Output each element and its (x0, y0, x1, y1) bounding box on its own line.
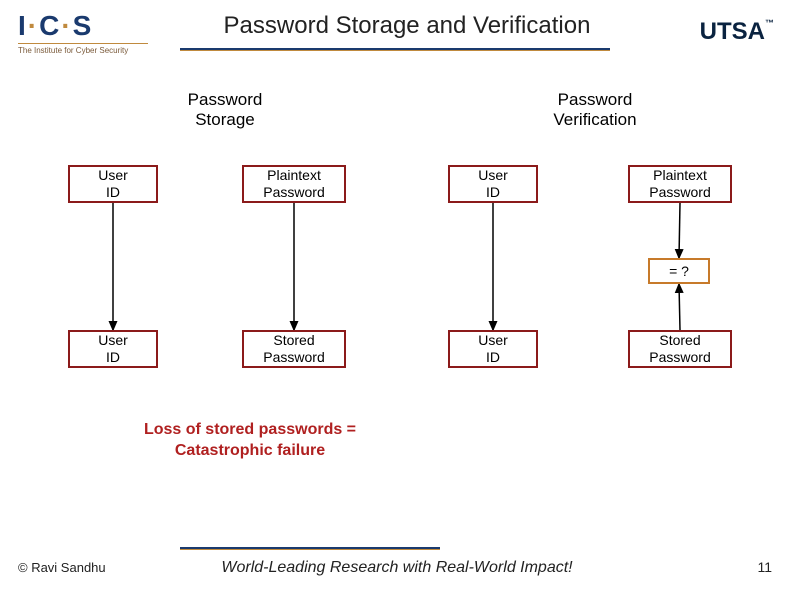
diagram-box: PlaintextPassword (242, 165, 346, 203)
diagram-box: StoredPassword (242, 330, 346, 368)
slide-title: Password Storage and Verification (180, 12, 634, 40)
slide-header: I·C·S The Institute for Cyber Security P… (0, 0, 794, 70)
ics-c: C (39, 10, 61, 41)
ics-dot1: · (28, 10, 39, 41)
footer-line (180, 547, 440, 550)
ics-i: I (18, 10, 28, 41)
diagram-box: UserID (68, 165, 158, 203)
utsa-tm: ™ (765, 18, 774, 28)
page-number: 11 (757, 559, 772, 575)
diagram-area: PasswordStorage PasswordVerification Los… (0, 80, 794, 520)
arrow (679, 284, 680, 330)
title-underline (180, 48, 610, 51)
ics-dot2: · (61, 10, 72, 41)
diagram-box: UserID (448, 330, 538, 368)
diagram-box: PlaintextPassword (628, 165, 732, 203)
diagram-box: StoredPassword (628, 330, 732, 368)
tagline: World-Leading Research with Real-World I… (0, 559, 794, 577)
ics-s: S (73, 10, 94, 41)
utsa-logo: UTSA™ (700, 18, 774, 46)
utsa-text: UTSA (700, 18, 765, 45)
ics-logo: I·C·S The Institute for Cyber Security (18, 10, 148, 55)
diagram-box: = ? (648, 258, 710, 284)
diagram-box: UserID (68, 330, 158, 368)
ics-logo-sub: The Institute for Cyber Security (18, 43, 148, 55)
slide-footer: © Ravi Sandhu World-Leading Research wit… (0, 535, 794, 595)
warning-text: Loss of stored passwords = Catastrophic … (120, 420, 380, 462)
ics-logo-main: I·C·S (18, 10, 148, 42)
arrow (679, 203, 680, 258)
diagram-box: UserID (448, 165, 538, 203)
